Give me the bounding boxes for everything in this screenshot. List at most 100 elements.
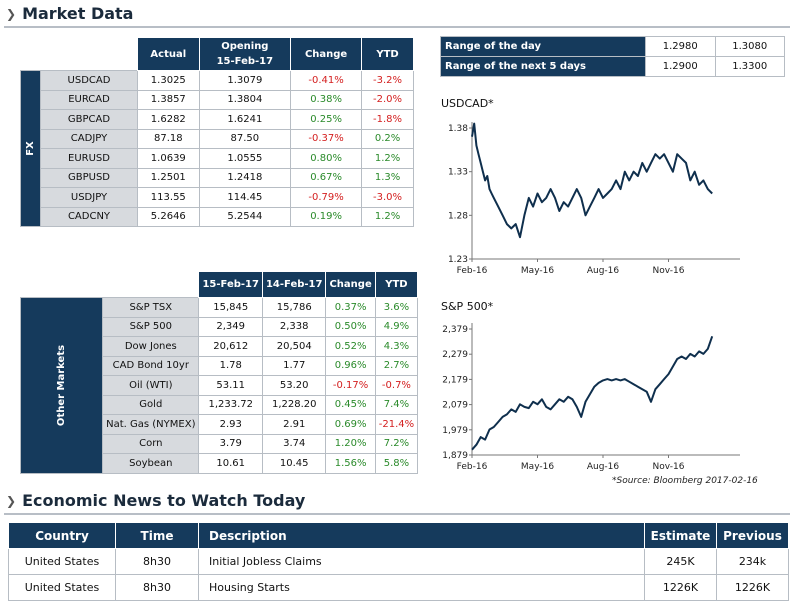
fx-opening: 1.6241 bbox=[198, 109, 292, 130]
other-value-2: 3.74 bbox=[261, 433, 327, 454]
fx-pair: GBPUSD bbox=[40, 167, 138, 188]
other-change: 0.37% bbox=[325, 297, 376, 318]
fx-row: EURUSD 1.0639 1.0555 0.80% 1.2% bbox=[21, 148, 414, 169]
other-ytd: 2.7% bbox=[374, 355, 419, 376]
usdcad-xtick-label: May-16 bbox=[521, 266, 554, 276]
other-value-2: 1,228.20 bbox=[261, 394, 327, 415]
news-estimate: 1226K bbox=[644, 574, 717, 601]
fx-actual: 1.6282 bbox=[137, 109, 200, 130]
other-value-2: 20,504 bbox=[261, 336, 327, 357]
other-value-2: 10.45 bbox=[261, 453, 327, 474]
fx-row: CADJPY 87.18 87.50 -0.37% 0.2% bbox=[21, 128, 414, 149]
fx-row: GBPUSD 1.2501 1.2418 0.67% 1.3% bbox=[21, 167, 414, 188]
other-row: CAD Bond 10yr 1.78 1.77 0.96% 2.7% bbox=[21, 355, 419, 376]
other-value-2: 2.91 bbox=[261, 414, 327, 435]
fx-ytd: -1.8% bbox=[361, 109, 414, 130]
news-description: Initial Jobless Claims bbox=[198, 548, 645, 575]
other-value-1: 3.79 bbox=[198, 433, 263, 454]
fx-pair: CADCNY bbox=[40, 206, 138, 227]
range-high: 1.3080 bbox=[714, 36, 785, 57]
news-time: 8h30 bbox=[115, 574, 199, 601]
usdcad-ytick-label: 1.33 bbox=[448, 168, 468, 178]
fx-header-ytd: YTD bbox=[361, 37, 414, 71]
other-side-label: Other Markets bbox=[19, 297, 104, 474]
fx-opening: 1.0555 bbox=[198, 148, 292, 169]
fx-row: CADCNY 5.2646 5.2544 0.19% 1.2% bbox=[21, 206, 414, 227]
news-country: United States bbox=[8, 548, 116, 575]
fx-table: Actual Opening 15-Feb-17 Change YTD FX USD… bbox=[20, 37, 414, 227]
other-row: Soybean 10.61 10.45 1.56% 5.8% bbox=[21, 453, 419, 474]
chevron-right-icon: ❯ bbox=[6, 493, 17, 508]
market-data-title-text: Market Data bbox=[22, 4, 134, 23]
other-value-2: 15,786 bbox=[261, 297, 327, 318]
other-instrument: Soybean bbox=[102, 453, 200, 474]
fx-change: 0.67% bbox=[290, 167, 363, 188]
other-value-1: 10.61 bbox=[198, 453, 263, 474]
sp500-ytick-label: 1,979 bbox=[442, 426, 468, 436]
other-row: Nat. Gas (NYMEX) 2.93 2.91 0.69% -21.4% bbox=[21, 414, 419, 435]
sp500-ytick-label: 2,379 bbox=[442, 325, 468, 335]
news-country: United States bbox=[8, 574, 116, 601]
fx-actual: 5.2646 bbox=[137, 206, 200, 227]
other-value-1: 1.78 bbox=[198, 355, 263, 376]
news-row: United States 8h30 Initial Jobless Claim… bbox=[8, 548, 789, 575]
sp500-chart-title: S&P 500* bbox=[441, 300, 494, 313]
other-instrument: CAD Bond 10yr bbox=[102, 355, 200, 376]
fx-change: 0.80% bbox=[290, 148, 363, 169]
fx-opening: 1.2418 bbox=[198, 167, 292, 188]
fx-opening: 1.3804 bbox=[198, 89, 292, 110]
sp500-ytick-label: 2,279 bbox=[442, 350, 468, 360]
range-low: 1.2900 bbox=[645, 56, 716, 77]
other-header-date2: 14-Feb-17 bbox=[261, 271, 327, 298]
news-table: Country Time Description Estimate Previo… bbox=[8, 522, 789, 601]
fx-pair: EURUSD bbox=[40, 148, 138, 169]
fx-pair: GBPCAD bbox=[40, 109, 138, 130]
range-row: Range of the next 5 days 1.2900 1.3300 bbox=[440, 56, 785, 77]
news-previous: 1226K bbox=[716, 574, 789, 601]
other-corner bbox=[21, 272, 199, 298]
usdcad-ytick-label: 1.23 bbox=[448, 255, 468, 265]
sp500-xtick-label: Feb-16 bbox=[457, 462, 488, 472]
news-header-estimate: Estimate bbox=[644, 522, 717, 549]
fx-ytd: 1.2% bbox=[361, 206, 414, 227]
other-markets-table: 15-Feb-17 14-Feb-17 Change YTD Other Mar… bbox=[19, 271, 419, 474]
fx-ytd: 1.2% bbox=[361, 148, 414, 169]
news-description: Housing Starts bbox=[198, 574, 645, 601]
news-estimate: 245K bbox=[644, 548, 717, 575]
sp500-xtick-label: May-16 bbox=[521, 462, 554, 472]
other-instrument: Dow Jones bbox=[102, 336, 200, 357]
fx-ytd: -2.0% bbox=[361, 89, 414, 110]
news-title: ❯ Economic News to Watch Today bbox=[6, 491, 305, 510]
fx-pair: CADJPY bbox=[40, 128, 138, 149]
fx-opening: 1.3079 bbox=[198, 70, 292, 91]
market-data-title: ❯ Market Data bbox=[6, 4, 133, 23]
fx-side-label: FX bbox=[20, 70, 41, 227]
other-value-1: 1,233.72 bbox=[198, 394, 263, 415]
other-instrument: Corn bbox=[102, 433, 200, 454]
other-row: Oil (WTI) 53.11 53.20 -0.17% -0.7% bbox=[21, 375, 419, 396]
other-instrument: Nat. Gas (NYMEX) bbox=[102, 414, 200, 435]
other-instrument: Gold bbox=[102, 394, 200, 415]
fx-pair: USDJPY bbox=[40, 187, 138, 208]
other-value-2: 53.20 bbox=[261, 375, 327, 396]
other-ytd: -0.7% bbox=[374, 375, 419, 396]
other-instrument: S&P 500 bbox=[102, 316, 200, 337]
fx-actual: 1.3857 bbox=[137, 89, 200, 110]
range-label: Range of the day bbox=[440, 36, 646, 57]
fx-change: -0.37% bbox=[290, 128, 363, 149]
fx-pair: USDCAD bbox=[40, 70, 138, 91]
sp500-series-line bbox=[471, 335, 714, 451]
other-instrument: Oil (WTI) bbox=[102, 375, 200, 396]
fx-row: USDJPY 113.55 114.45 -0.79% -3.0% bbox=[21, 187, 414, 208]
other-change: 0.69% bbox=[325, 414, 376, 435]
range-label: Range of the next 5 days bbox=[440, 56, 646, 77]
sp500-ytick-label: 2,079 bbox=[442, 401, 468, 411]
other-value-2: 2,338 bbox=[261, 316, 327, 337]
other-change: 0.52% bbox=[325, 336, 376, 357]
other-ytd: 7.4% bbox=[374, 394, 419, 415]
news-previous: 234k bbox=[716, 548, 789, 575]
other-value-2: 1.77 bbox=[261, 355, 327, 376]
title-divider bbox=[4, 26, 790, 28]
